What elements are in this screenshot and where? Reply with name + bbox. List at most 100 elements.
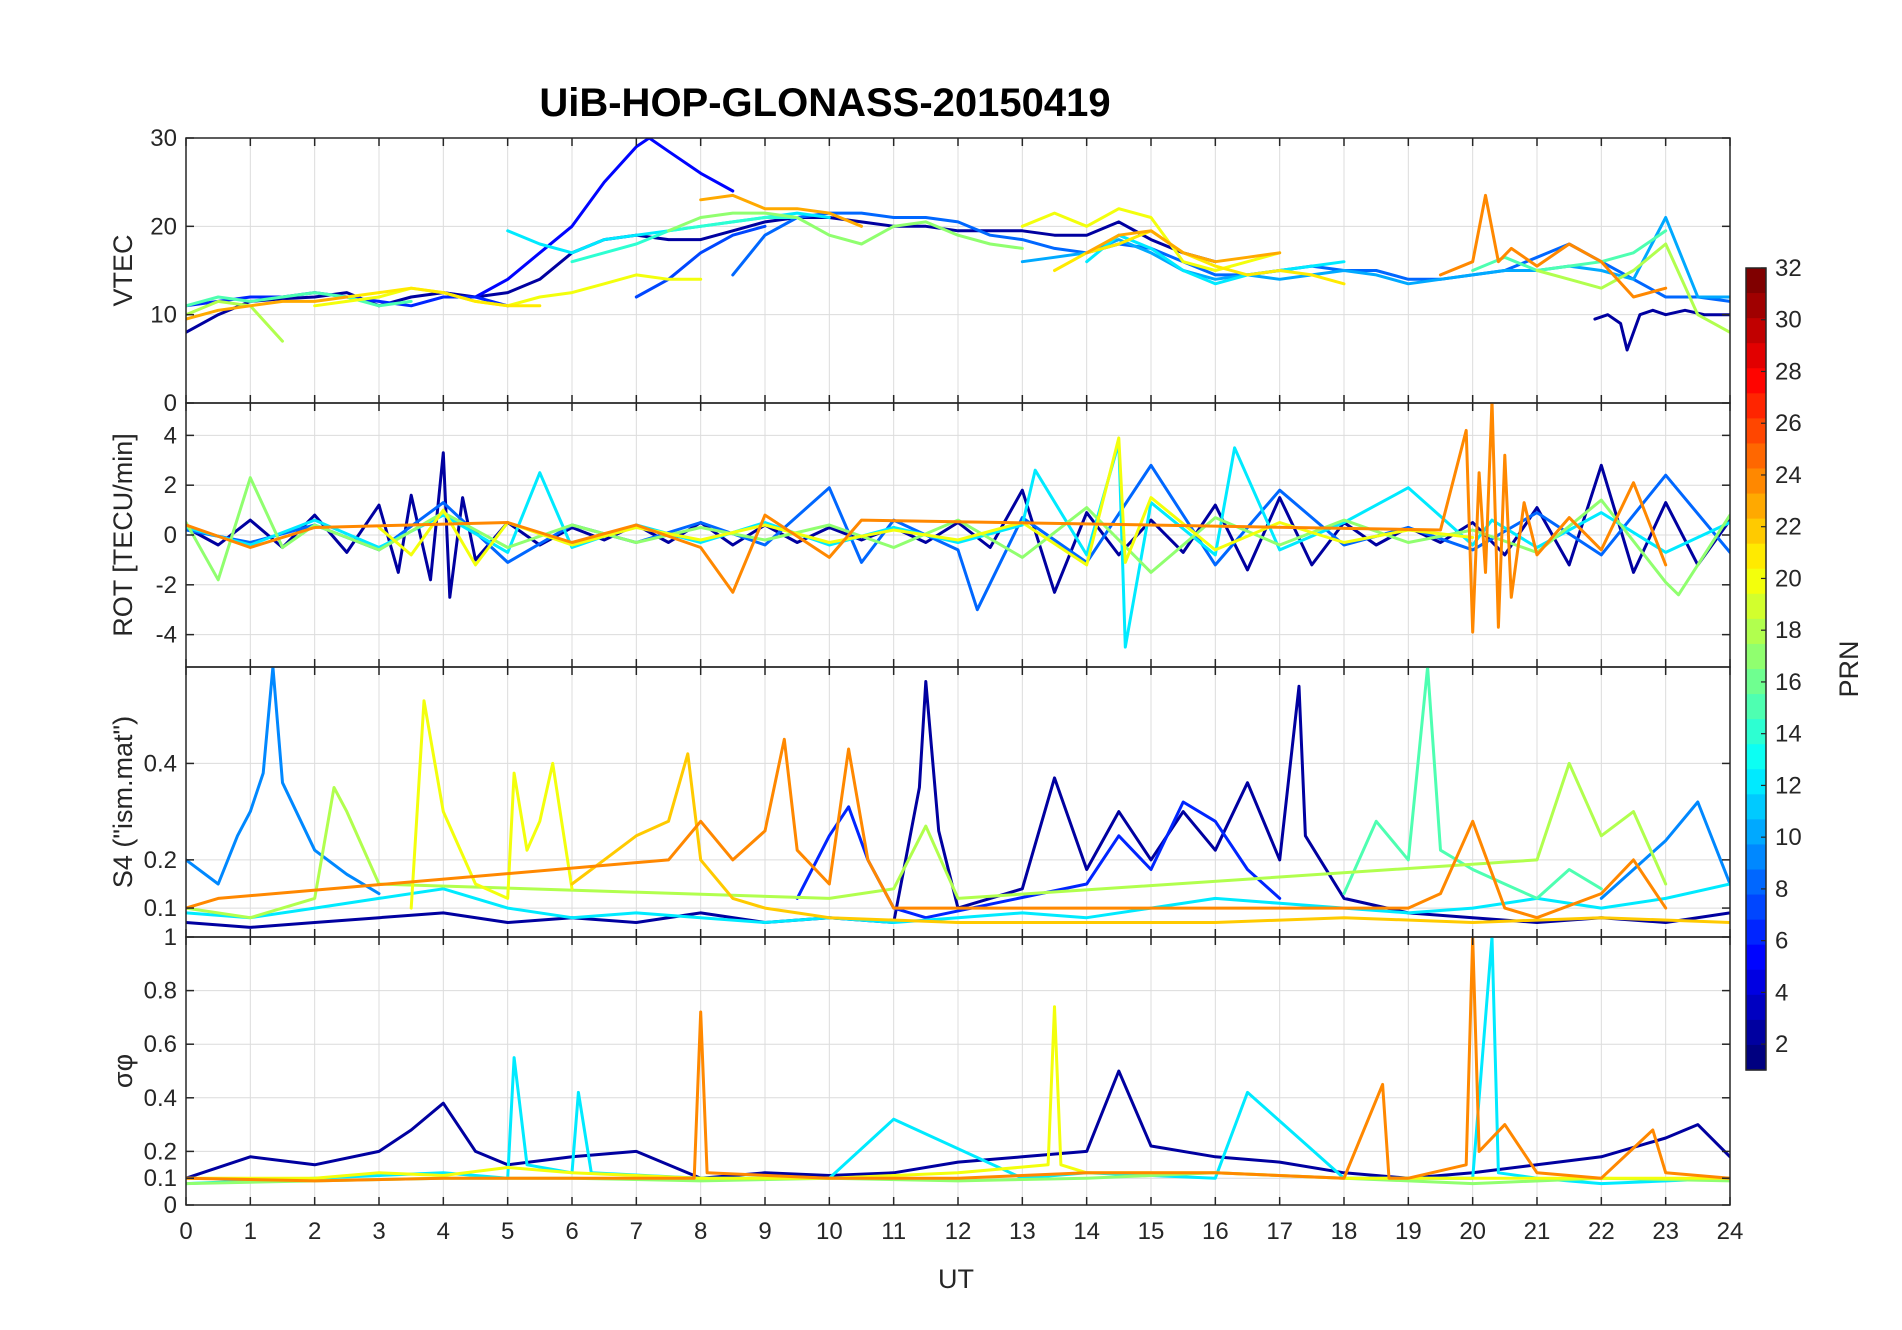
series-line-vtec-prn17-12 xyxy=(667,211,1024,250)
series-line-vtec-prn23-19 xyxy=(186,295,349,321)
colorbar-tick-label: 8 xyxy=(1775,876,1788,903)
x-tick-label: 5 xyxy=(501,1218,514,1245)
series-line-s4-prn18-6 xyxy=(186,761,1668,920)
panel-rot: -4 -2 0 2 4 ROT [TECU/min] xyxy=(108,402,1731,668)
colorbar-tick-label: 4 xyxy=(1775,979,1788,1006)
colorbar-segment xyxy=(1746,819,1766,846)
x-tick-label: 0 xyxy=(179,1218,192,1245)
x-tick-label: 2 xyxy=(308,1218,321,1245)
colorbar-segment xyxy=(1746,318,1766,344)
colorbar-segment xyxy=(1746,518,1766,545)
series-line-sigma-prn20-3 xyxy=(186,1005,1730,1180)
colorbar-segment xyxy=(1746,769,1766,795)
y-tick-label: 0.4 xyxy=(144,1085,177,1112)
colorbar-tick-label: 24 xyxy=(1775,462,1802,489)
series-line-vtec-prn23-20 xyxy=(699,193,863,228)
colorbar-segment xyxy=(1746,393,1766,419)
y-axis-label-s4: S4 ("ism.mat") xyxy=(108,716,138,888)
colorbar-segment xyxy=(1746,568,1766,595)
y-tick-label: 0.1 xyxy=(144,895,177,922)
series-group-sigma xyxy=(186,937,1730,1186)
series-line-s4-prn2-0 xyxy=(186,680,1730,929)
x-axis-label: UT xyxy=(938,1264,974,1294)
colorbar-segment xyxy=(1746,669,1766,695)
series-line-sigma-prn12-1 xyxy=(186,937,1730,1186)
colorbar-tick-label: 16 xyxy=(1775,669,1802,696)
colorbar-tick-label: 26 xyxy=(1775,410,1802,437)
x-tick-label: 16 xyxy=(1202,1218,1229,1245)
y-tick-label: -4 xyxy=(156,622,177,649)
colorbar-segment xyxy=(1746,443,1766,470)
series-line-vtec-prn20-16 xyxy=(1020,207,1282,272)
series-line-vtec-prn2-1 xyxy=(1593,308,1730,352)
x-tick-label: 24 xyxy=(1717,1218,1744,1245)
y-tick-label: 0 xyxy=(164,522,177,549)
y-tick-label: 0.1 xyxy=(144,1165,177,1192)
x-tick-label: 17 xyxy=(1266,1218,1293,1245)
panel-sigma: 00.10.2 0.4 0.6 0.8 1 σφ xyxy=(108,924,1731,1219)
x-tick-label: 8 xyxy=(694,1218,707,1245)
x-tick-label: 3 xyxy=(372,1218,385,1245)
series-line-rot-prn24-5 xyxy=(186,403,1668,634)
colorbar-frame xyxy=(1745,267,1767,1071)
panel-vtec: 0 10 20 30 VTEC xyxy=(108,125,1731,417)
series-line-vtec-prn23-21 xyxy=(1085,229,1282,264)
colorbar-segment xyxy=(1746,719,1766,745)
series-group-s4 xyxy=(186,667,1730,929)
colorbar-segment xyxy=(1746,1044,1766,1071)
colorbar-tick-label: 14 xyxy=(1775,721,1802,748)
x-tick-label: 21 xyxy=(1524,1218,1551,1245)
x-tick-label: 18 xyxy=(1331,1218,1358,1245)
series-line-vtec-prn21-18 xyxy=(1053,229,1346,286)
y-tick-label: 4 xyxy=(164,422,177,449)
x-tick-label: 6 xyxy=(565,1218,578,1245)
series-line-vtec-prn14-9 xyxy=(570,216,799,264)
series-line-vtec-prn15-11 xyxy=(1471,229,1668,272)
colorbar-tick-label: 18 xyxy=(1775,617,1802,644)
colorbar-segment xyxy=(1746,894,1766,921)
colorbar-segment xyxy=(1746,844,1766,871)
series-line-vtec-prn21-17 xyxy=(345,286,542,308)
series-line-s4-prn9-2 xyxy=(186,667,381,896)
colorbar-segment xyxy=(1746,794,1766,820)
series-group-rot xyxy=(186,403,1730,649)
series-line-s4-prn12-4 xyxy=(186,882,1730,924)
series-line-sigma-prn2-0 xyxy=(186,1069,1730,1180)
colorbar-tick-label: 6 xyxy=(1775,928,1788,955)
x-axis: 0 1 2 3 4 5 6 7 8 9 10 11 12 13 14 15 16 17 18 19 20 21 22 23 24 xyxy=(179,1218,1743,1245)
x-tick-label: 9 xyxy=(758,1218,771,1245)
x-tick-label: 22 xyxy=(1588,1218,1615,1245)
y-tick-label: 0.4 xyxy=(144,750,177,777)
colorbar-tick-label: 32 xyxy=(1775,255,1802,282)
series-group-vtec xyxy=(186,138,1730,352)
colorbar-segment xyxy=(1746,343,1766,369)
series-line-rot-prn12-2 xyxy=(186,441,1730,649)
x-tick-label: 12 xyxy=(945,1218,972,1245)
y-axis-label-sigma: σφ xyxy=(108,1054,138,1088)
colorbar-tick-label: 10 xyxy=(1775,824,1802,851)
x-tick-label: 7 xyxy=(630,1218,643,1245)
colorbar-segment xyxy=(1746,468,1766,495)
x-tick-label: 20 xyxy=(1459,1218,1486,1245)
series-line-vtec-prn18-14 xyxy=(1535,242,1730,334)
colorbar-segment xyxy=(1746,994,1766,1021)
colorbar-label: PRN xyxy=(1834,640,1864,697)
colorbar-segment xyxy=(1746,368,1766,394)
series-line-vtec-prn24-22 xyxy=(1439,193,1668,299)
series-line-vtec-prn15-10 xyxy=(186,291,413,308)
y-tick-label: 10 xyxy=(150,302,177,329)
series-line-s4-prn22-8 xyxy=(570,752,1730,924)
series-line-vtec-prn18-13 xyxy=(186,299,284,343)
x-tick-label: 19 xyxy=(1395,1218,1422,1245)
colorbar-segment xyxy=(1746,293,1766,319)
series-line-rot-prn20-4 xyxy=(377,436,1475,567)
colorbar-segment xyxy=(1746,493,1766,520)
colorbar-segment xyxy=(1746,944,1766,971)
colorbar-segment xyxy=(1746,919,1766,946)
y-tick-label: 1 xyxy=(164,924,177,951)
x-tick-label: 14 xyxy=(1073,1218,1100,1245)
y-tick-label: 0 xyxy=(164,390,177,417)
colorbar-segment xyxy=(1746,969,1766,996)
